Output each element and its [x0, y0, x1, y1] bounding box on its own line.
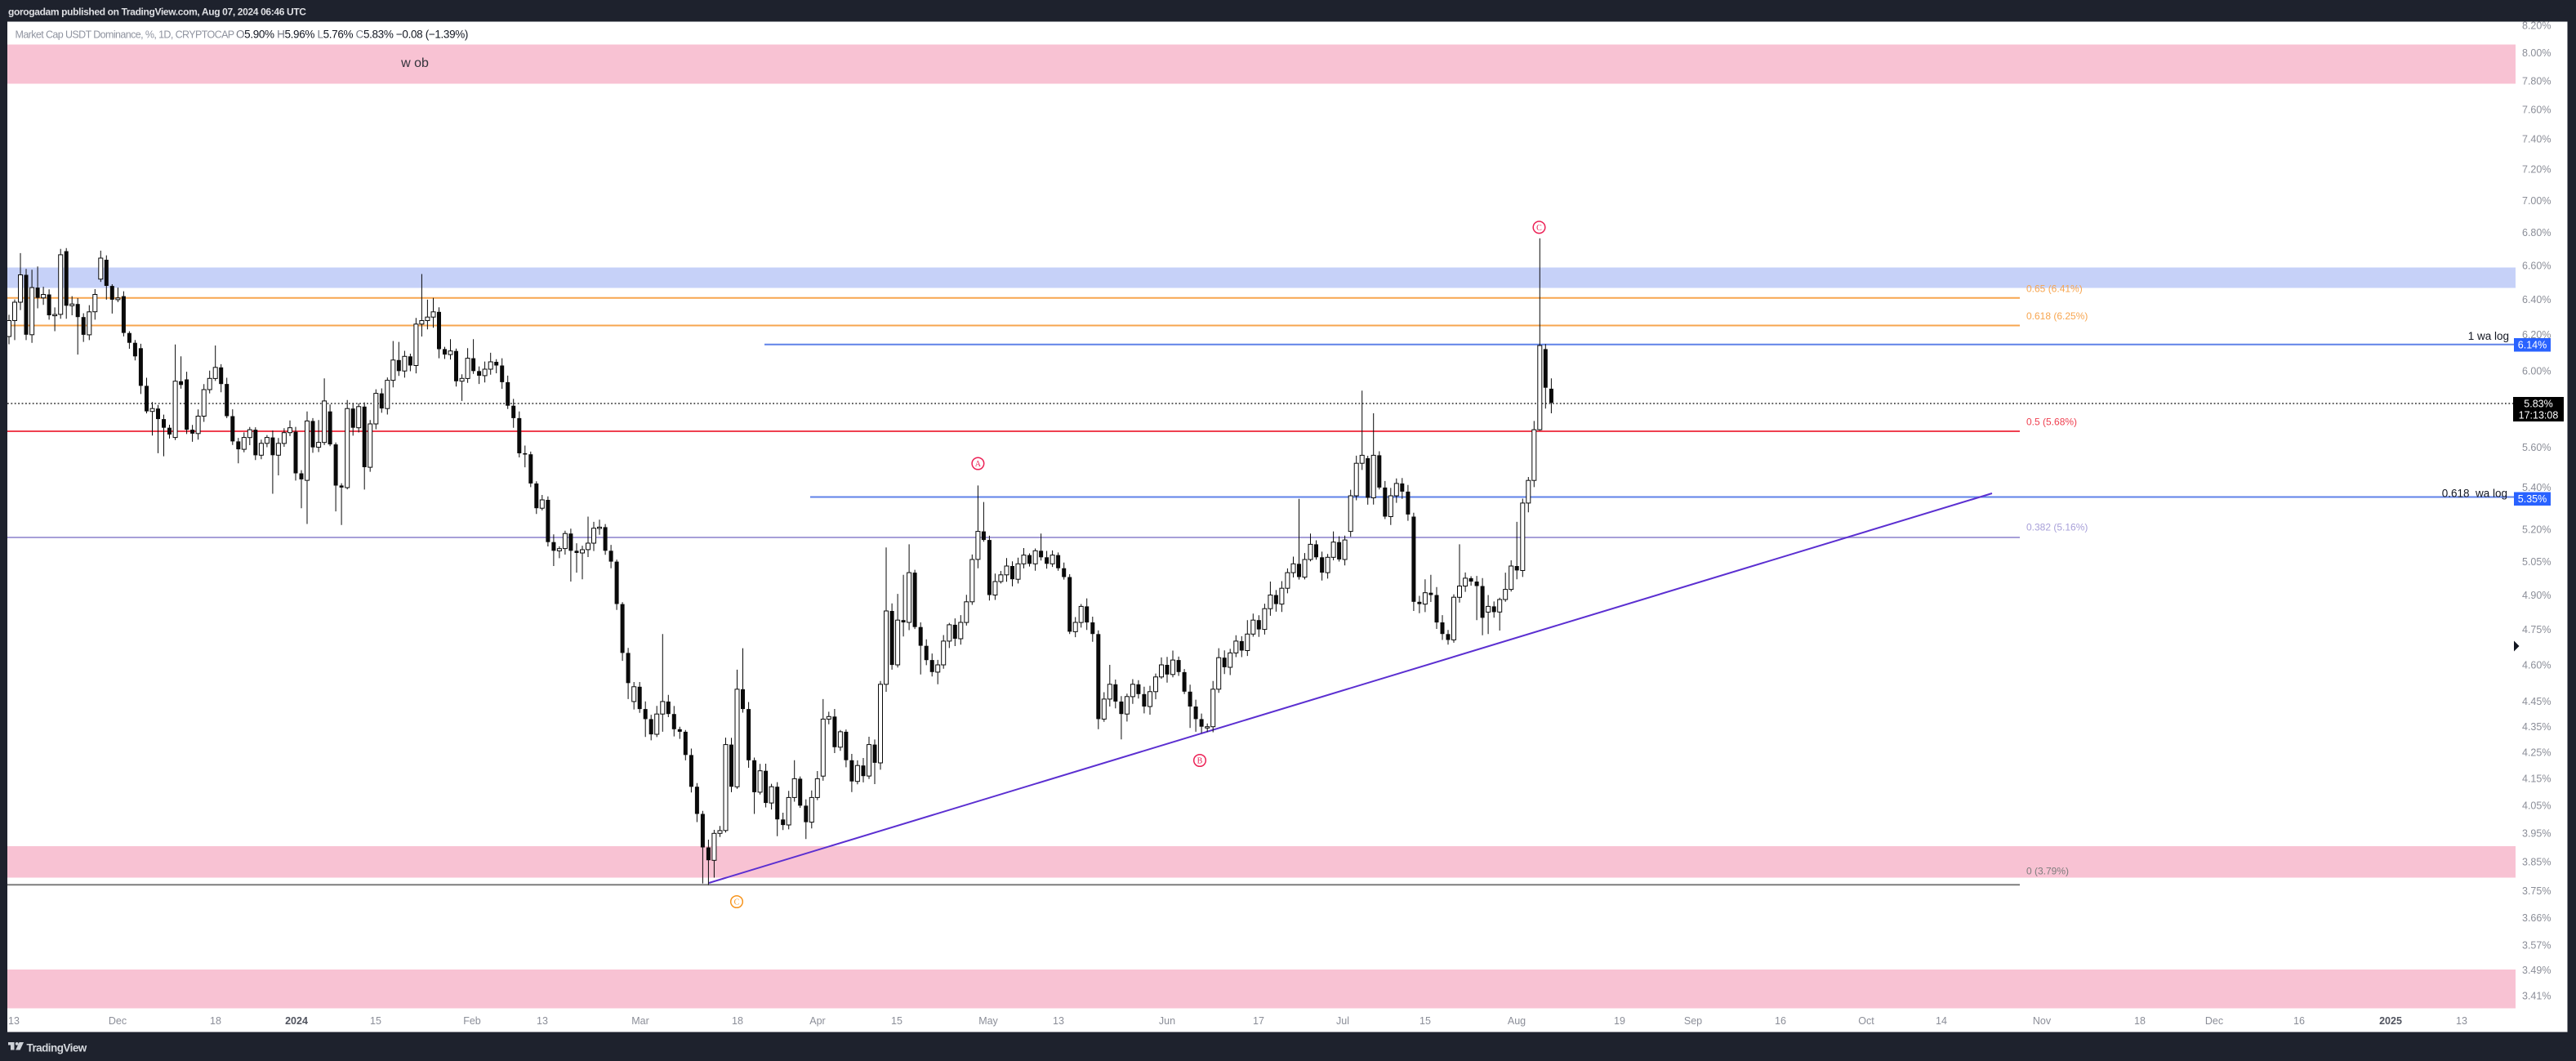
svg-text:15: 15 — [370, 1015, 381, 1027]
svg-text:18: 18 — [732, 1015, 743, 1027]
svg-text:6.20%: 6.20% — [2522, 329, 2551, 341]
svg-text:7.20%: 7.20% — [2522, 164, 2551, 176]
svg-text:Oct: Oct — [1858, 1015, 1874, 1027]
svg-text:7.00%: 7.00% — [2522, 195, 2551, 207]
svg-text:7.80%: 7.80% — [2522, 75, 2551, 87]
svg-text:Market Cap USDT Dominance, %,: Market Cap USDT Dominance, %, 1D, CRYPTO… — [16, 29, 234, 41]
svg-text:5.35%: 5.35% — [2518, 493, 2547, 505]
svg-text:TradingView: TradingView — [27, 1042, 87, 1054]
svg-text:4.90%: 4.90% — [2522, 590, 2551, 601]
svg-text:4.45%: 4.45% — [2522, 696, 2551, 707]
svg-text:B: B — [1197, 757, 1203, 766]
svg-text:8.20%: 8.20% — [2522, 20, 2551, 32]
svg-text:4.15%: 4.15% — [2522, 773, 2551, 785]
svg-text:13: 13 — [1053, 1015, 1064, 1027]
svg-text:16: 16 — [2293, 1015, 2305, 1027]
svg-text:13: 13 — [2456, 1015, 2467, 1027]
svg-text:3.85%: 3.85% — [2522, 856, 2551, 867]
svg-text:17: 17 — [1253, 1015, 1264, 1027]
svg-text:0.5 (5.68%): 0.5 (5.68%) — [2026, 417, 2077, 428]
svg-text:19: 19 — [1614, 1015, 1625, 1027]
svg-text:14: 14 — [1936, 1015, 1947, 1027]
svg-text:0 (3.79%): 0 (3.79%) — [2026, 866, 2069, 877]
svg-text:4.05%: 4.05% — [2522, 800, 2551, 812]
svg-text:6.14%: 6.14% — [2518, 340, 2547, 351]
svg-text:3.95%: 3.95% — [2522, 828, 2551, 840]
svg-text:2025: 2025 — [2379, 1015, 2402, 1027]
svg-text:18: 18 — [210, 1015, 221, 1027]
svg-text:5.83%: 5.83% — [2524, 399, 2552, 410]
svg-text:May: May — [978, 1015, 998, 1027]
svg-text:0.382 (5.16%): 0.382 (5.16%) — [2026, 522, 2088, 533]
svg-text:O5.90% H5.96% L5.76% C5.83% −0: O5.90% H5.96% L5.76% C5.83% −0.08 (−1.39… — [236, 29, 468, 41]
svg-text:4.60%: 4.60% — [2522, 659, 2551, 671]
svg-text:Mar: Mar — [631, 1015, 649, 1027]
svg-text:4.75%: 4.75% — [2522, 624, 2551, 635]
svg-text:Apr: Apr — [809, 1015, 825, 1027]
svg-text:5.60%: 5.60% — [2522, 442, 2551, 453]
svg-text:6.00%: 6.00% — [2522, 366, 2551, 377]
svg-text:Jun: Jun — [1159, 1015, 1175, 1027]
svg-text:5.20%: 5.20% — [2522, 524, 2551, 535]
svg-text:18: 18 — [2134, 1015, 2146, 1027]
svg-text:15: 15 — [1419, 1015, 1431, 1027]
svg-text:13: 13 — [8, 1015, 20, 1027]
svg-text:3.41%: 3.41% — [2522, 991, 2551, 1002]
svg-text:C: C — [734, 898, 740, 907]
svg-text:3.75%: 3.75% — [2522, 885, 2551, 897]
svg-text:0.618 (6.25%): 0.618 (6.25%) — [2026, 310, 2088, 322]
svg-text:Nov: Nov — [2033, 1015, 2052, 1027]
svg-text:4.25%: 4.25% — [2522, 747, 2551, 759]
svg-text:2024: 2024 — [285, 1015, 308, 1027]
svg-text:16: 16 — [1775, 1015, 1786, 1027]
svg-text:w ob: w ob — [400, 56, 429, 70]
svg-text:7.40%: 7.40% — [2522, 134, 2551, 145]
svg-text:C: C — [1536, 224, 1542, 233]
svg-text:6.60%: 6.60% — [2522, 261, 2551, 272]
svg-text:Aug: Aug — [1508, 1015, 1526, 1027]
svg-text:1 wa log: 1 wa log — [2468, 330, 2509, 342]
svg-text:5.40%: 5.40% — [2522, 482, 2551, 493]
svg-text:0.618 wa log: 0.618 wa log — [2442, 488, 2507, 500]
svg-text:A: A — [975, 460, 982, 469]
svg-text:6.40%: 6.40% — [2522, 294, 2551, 305]
svg-text:5.05%: 5.05% — [2522, 556, 2551, 568]
svg-text:13: 13 — [537, 1015, 548, 1027]
svg-text:7.60%: 7.60% — [2522, 105, 2551, 116]
svg-text:0.65 (6.41%): 0.65 (6.41%) — [2026, 283, 2083, 295]
svg-text:8.00%: 8.00% — [2522, 47, 2551, 59]
svg-text:3.66%: 3.66% — [2522, 912, 2551, 924]
svg-text:3.57%: 3.57% — [2522, 940, 2551, 952]
svg-text:Feb: Feb — [463, 1015, 481, 1027]
svg-text:Jul: Jul — [1336, 1015, 1349, 1027]
svg-text:3.49%: 3.49% — [2522, 965, 2551, 976]
svg-text:6.80%: 6.80% — [2522, 227, 2551, 239]
svg-text:Sep: Sep — [1684, 1015, 1702, 1027]
svg-text:gorogadam published on Trading: gorogadam published on TradingView.com, … — [8, 7, 306, 18]
svg-text:17:13:08: 17:13:08 — [2519, 410, 2559, 421]
svg-text:4.35%: 4.35% — [2522, 721, 2551, 733]
svg-text:Dec: Dec — [2205, 1015, 2223, 1027]
svg-text:15: 15 — [891, 1015, 902, 1027]
svg-text:Dec: Dec — [109, 1015, 127, 1027]
